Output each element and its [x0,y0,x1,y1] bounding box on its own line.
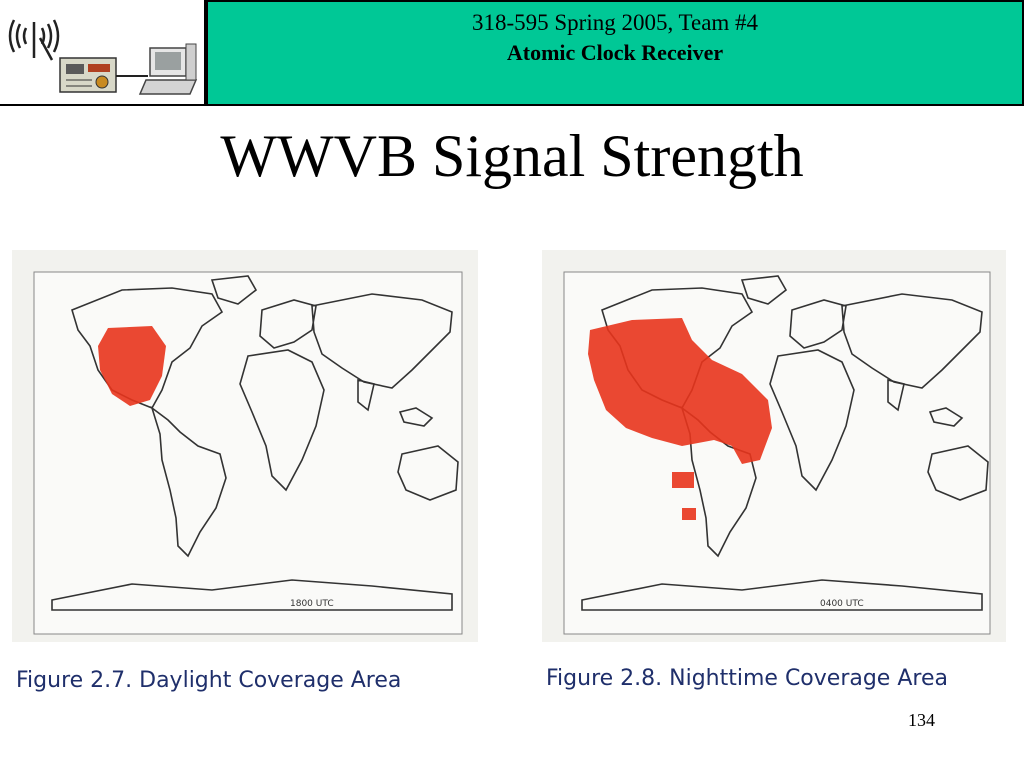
receiver-board-icon [59,57,148,93]
computer-icon [138,43,198,95]
daylight-coverage-map: 1800 UTC [12,250,478,642]
daylight-coverage-area [98,326,166,406]
map-time-label: 0400 UTC [820,599,864,609]
course-line: 318-595 Spring 2005, Team #4 [471,10,759,35]
world-outline [51,275,459,611]
map-time-label: 1800 UTC [290,599,334,609]
antenna-icon [8,19,60,61]
figure-caption-daylight: Figure 2.7. Daylight Coverage Area [16,668,402,693]
slide-title: WWVB Signal Strength [220,123,804,189]
nighttime-coverage-area [588,318,772,520]
header-banner: 318-595 Spring 2005, Team #4 Atomic Cloc… [206,0,1024,106]
project-title: Atomic Clock Receiver [506,40,724,65]
page-number: 134 [908,710,935,730]
team-logo [0,0,206,106]
nighttime-coverage-map: 0400 UTC [542,250,1006,642]
figure-caption-nighttime: Figure 2.8. Nighttime Coverage Area [546,666,948,691]
